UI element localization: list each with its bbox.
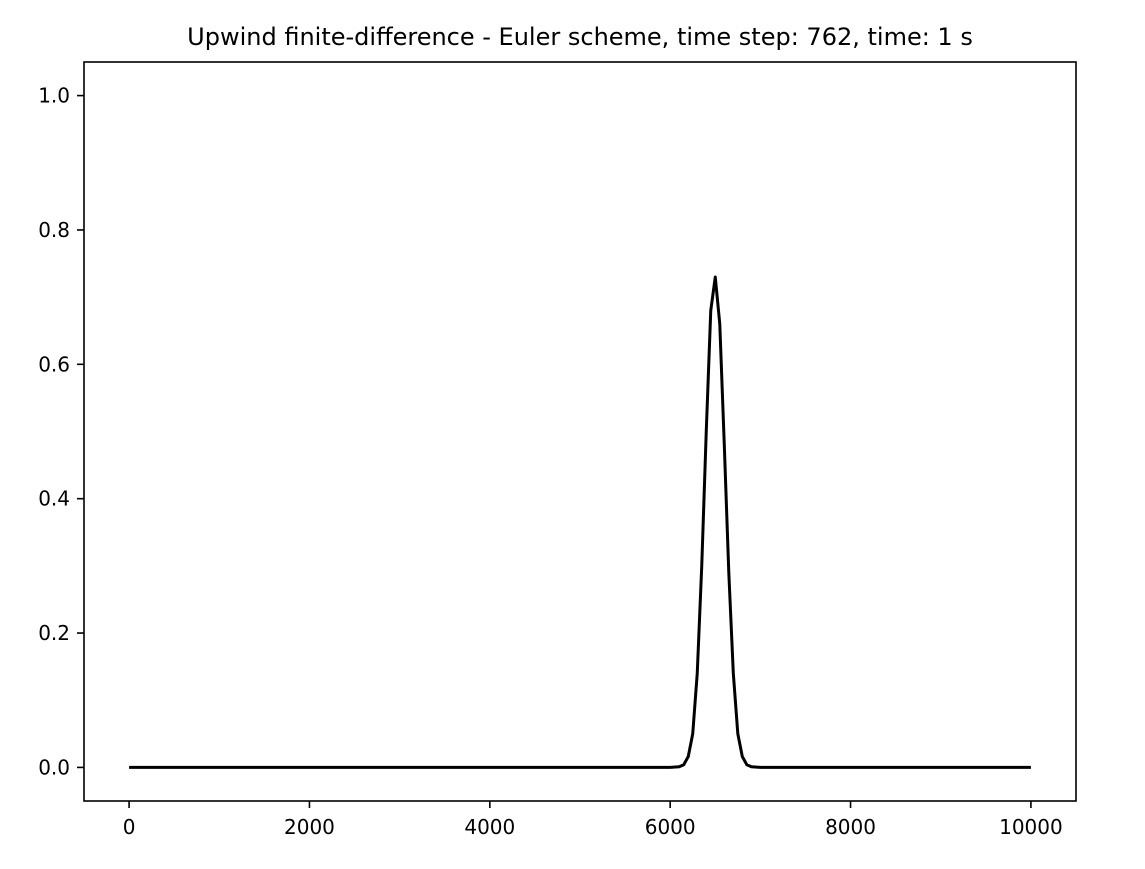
chart-title: Upwind finite-difference - Euler scheme,… [187, 23, 973, 51]
x-tick-label: 10000 [999, 815, 1063, 839]
plot-frame [83, 61, 1077, 802]
y-tick-label: 0.8 [38, 218, 70, 242]
x-tick-label: 8000 [825, 815, 876, 839]
y-tick-label: 1.0 [38, 84, 70, 108]
x-tick-label: 4000 [464, 815, 515, 839]
x-tick-label: 2000 [284, 815, 335, 839]
y-tick-label: 0.2 [38, 621, 70, 645]
y-axis: 0.0 0.2 0.4 0.6 0.8 1.0 [38, 84, 84, 779]
plot-area [83, 61, 1077, 802]
x-tick-label: 0 [123, 815, 136, 839]
x-axis: 0 2000 4000 6000 8000 10000 [123, 801, 1063, 839]
y-tick-label: 0.6 [38, 352, 70, 376]
y-tick-label: 0.4 [38, 487, 70, 511]
y-tick-label: 0.0 [38, 755, 70, 779]
series-layer [129, 275, 1031, 769]
series-line-0 [129, 275, 1031, 769]
x-tick-label: 6000 [645, 815, 696, 839]
